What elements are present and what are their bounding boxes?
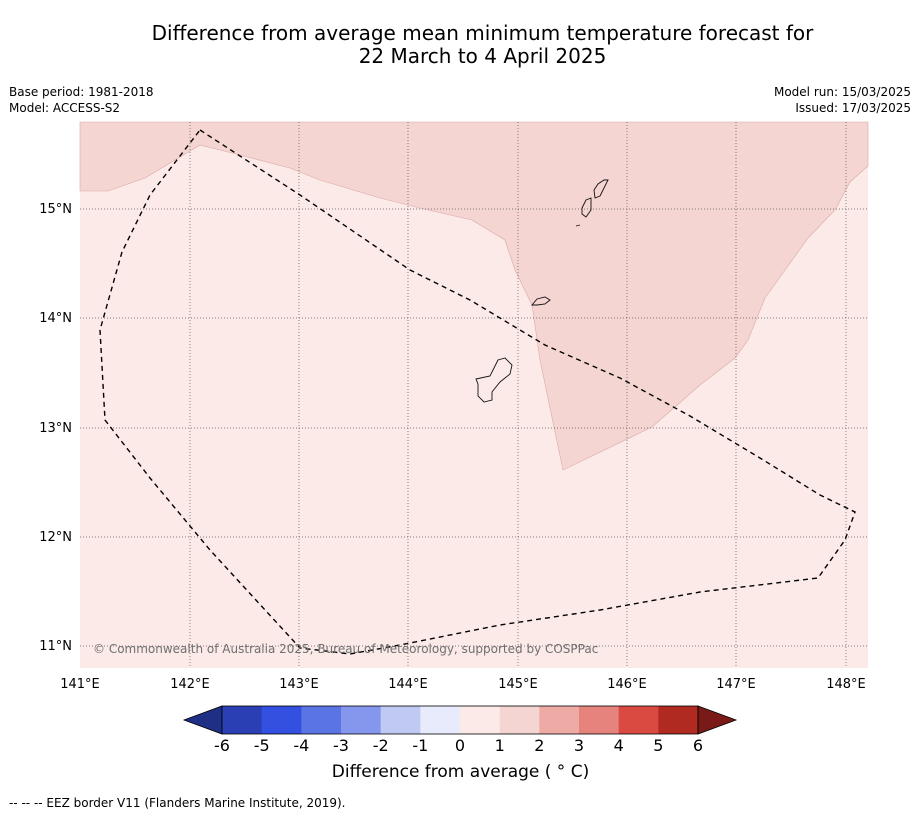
title-line-2: 22 March to 4 April 2025 [358, 44, 607, 68]
colorbar-cell [460, 706, 500, 734]
colorbar-cell [499, 706, 540, 734]
gridlines [80, 122, 868, 668]
rota-island [531, 296, 551, 306]
lat-tick-label: 15°N [39, 202, 72, 217]
colorbar-cell [579, 706, 619, 734]
lon-tick-labels: 141°E 142°E 143°E 144°E 145°E 146°E 147°… [60, 677, 866, 692]
colorbar-label: 5 [653, 736, 663, 755]
colorbar-label: -4 [293, 736, 309, 755]
colorbar-label: 6 [693, 736, 703, 755]
title-line-1: Difference from average mean minimum tem… [151, 21, 814, 45]
map-panel: © Commonwealth of Australia 2025, Bureau… [79, 121, 869, 668]
lat-tick-labels: 15°N 14°N 13°N 12°N 11°N [39, 202, 72, 654]
lon-tick-label: 141°E [60, 677, 100, 692]
lon-tick-label: 148°E [826, 677, 866, 692]
colorbar-label: 2 [534, 736, 544, 755]
colorbar-cell [261, 706, 302, 734]
lat-tick-label: 12°N [39, 530, 72, 545]
tinian-island [581, 197, 592, 218]
lon-tick-label: 145°E [498, 677, 538, 692]
colorbar-label: -6 [214, 736, 230, 755]
colorbar-label: -5 [254, 736, 270, 755]
lat-tick-label: 13°N [39, 421, 72, 436]
lon-tick-label: 147°E [716, 677, 756, 692]
colorbar-cell [658, 706, 699, 734]
colorbar-cell [380, 706, 421, 734]
model-run: Model run: 15/03/2025 [773, 85, 911, 99]
colorbar-frame [221, 705, 699, 735]
colorbar-label: 0 [455, 736, 465, 755]
colorbar-label: 3 [574, 736, 584, 755]
colorbar-label: 1 [495, 736, 505, 755]
aguijan-island [575, 224, 581, 227]
colorbar-low-extension [182, 705, 223, 735]
colorbar-cell [618, 706, 659, 734]
map-title: Difference from average mean minimum tem… [0, 22, 919, 68]
base-period: Base period: 1981-2018 [9, 85, 154, 99]
model-name: Model: ACCESS-S2 [9, 101, 121, 115]
colorbar-label: -2 [373, 736, 389, 755]
islands [475, 179, 609, 403]
eez-legend-note: -- -- -- EEZ border V11 (Flanders Marine… [9, 796, 346, 810]
colorbar-label: 4 [614, 736, 624, 755]
colorbar-cell [420, 706, 461, 734]
colorbar: -6 -5 -4 -3 -2 -1 0 1 2 3 4 5 6 [182, 705, 738, 755]
copyright-notice: © Commonwealth of Australia 2025, Bureau… [93, 642, 598, 656]
colorbar-cell [341, 706, 381, 734]
colorbar-high-extension [697, 705, 738, 735]
colorbar-label: -3 [333, 736, 349, 755]
eez-border [99, 129, 856, 655]
colorbar-title: Difference from average ( ° C) [331, 762, 590, 782]
colorbar-cell [301, 706, 342, 734]
colorbar-labels: -6 -5 -4 -3 -2 -1 0 1 2 3 4 5 6 [214, 736, 703, 755]
saipan-island [593, 179, 609, 199]
colorbar-cell [222, 706, 262, 734]
meta-left: Base period: 1981-2018 Model: ACCESS-S2 [9, 84, 154, 116]
lon-tick-label: 142°E [170, 677, 210, 692]
colorbar-label: -1 [412, 736, 428, 755]
lon-tick-label: 144°E [388, 677, 428, 692]
colorbar-cell [539, 706, 580, 734]
lat-tick-label: 14°N [39, 311, 72, 326]
meta-right: Model run: 15/03/2025 Issued: 17/03/2025 [774, 84, 911, 116]
issued-date: Issued: 17/03/2025 [795, 101, 911, 115]
lat-tick-label: 11°N [39, 639, 72, 654]
lon-tick-label: 143°E [279, 677, 319, 692]
colorbar-cells [222, 706, 699, 734]
guam-island [475, 357, 513, 403]
lon-tick-label: 146°E [607, 677, 647, 692]
